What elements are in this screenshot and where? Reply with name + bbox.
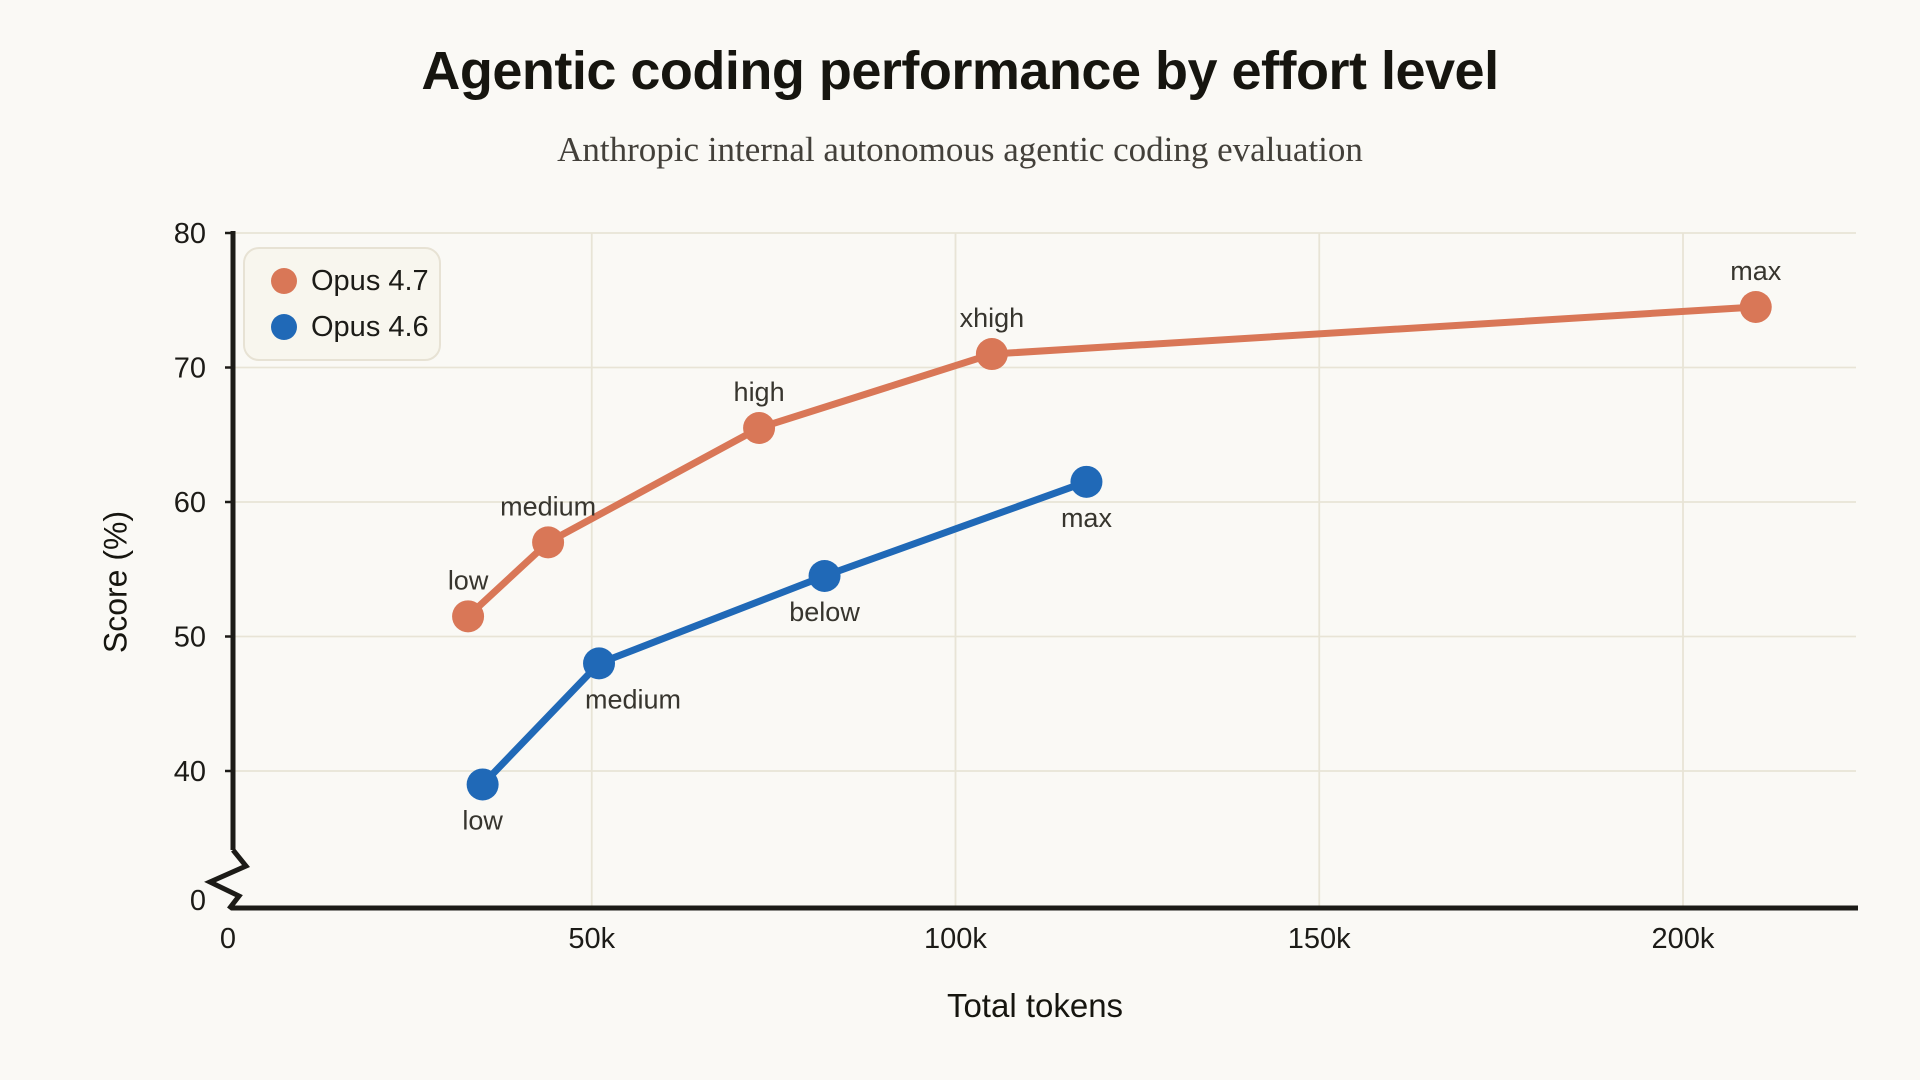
legend-label-opus-4-6: Opus 4.6 [311,310,429,343]
y-tick-label: 60 [174,487,206,519]
data-point-opus-4-6-max [1070,465,1103,498]
legend-label-opus-4-7: Opus 4.7 [311,264,429,297]
point-label-opus-4-6-low: low [462,805,503,835]
x-tick-label: 200k [1652,923,1715,955]
data-point-opus-4-6-low [466,768,499,801]
legend-marker-opus-4-7-icon [271,268,297,294]
y-axis-label: Score (%) [97,510,134,654]
point-label-opus-4-6-max: max [1061,503,1113,533]
y-tick-label: 40 [174,756,206,788]
point-label-opus-4-6-medium: medium [585,684,681,714]
x-tick-label: 100k [924,923,987,955]
y-tick-label: 80 [174,218,206,250]
x-tick-label: 50k [568,923,615,955]
y-axis-break-icon [204,848,250,911]
x-tick-label: 150k [1288,923,1351,955]
data-point-opus-4-7-xhigh [975,338,1008,371]
series-line-opus-4-6 [479,478,1090,788]
legend-item-opus-4-7: Opus 4.7 [271,265,439,298]
series-line-opus-4-7 [464,303,1760,620]
legend-marker-opus-4-6-icon [271,314,297,340]
y-tick-label: 70 [174,353,206,385]
point-label-opus-4-7-max: max [1730,256,1782,286]
point-label-opus-4-6-below: below [789,597,860,627]
data-point-opus-4-7-high [743,412,776,445]
data-point-opus-4-7-low [452,600,485,633]
chart-subtitle: Anthropic internal autonomous agentic co… [557,130,1363,169]
data-point-opus-4-7-max [1739,290,1772,323]
data-point-opus-4-7-medium [532,526,565,559]
data-point-opus-4-6-medium [583,647,616,680]
y-tick-label: 0 [190,885,206,917]
data-point-opus-4-6-below [808,559,841,592]
point-label-opus-4-7-xhigh: xhigh [960,303,1025,333]
point-label-opus-4-7-medium: medium [500,491,596,521]
point-label-opus-4-7-low: low [448,565,489,595]
y-tick-label: 50 [174,622,206,654]
x-tick-label: 0 [220,923,236,955]
chart-title: Agentic coding performance by effort lev… [421,41,1499,101]
point-label-opus-4-7-high: high [734,377,785,407]
legend: Opus 4.7 Opus 4.6 [243,247,441,361]
x-axis-label: Total tokens [946,987,1124,1024]
legend-item-opus-4-6: Opus 4.6 [271,311,439,344]
